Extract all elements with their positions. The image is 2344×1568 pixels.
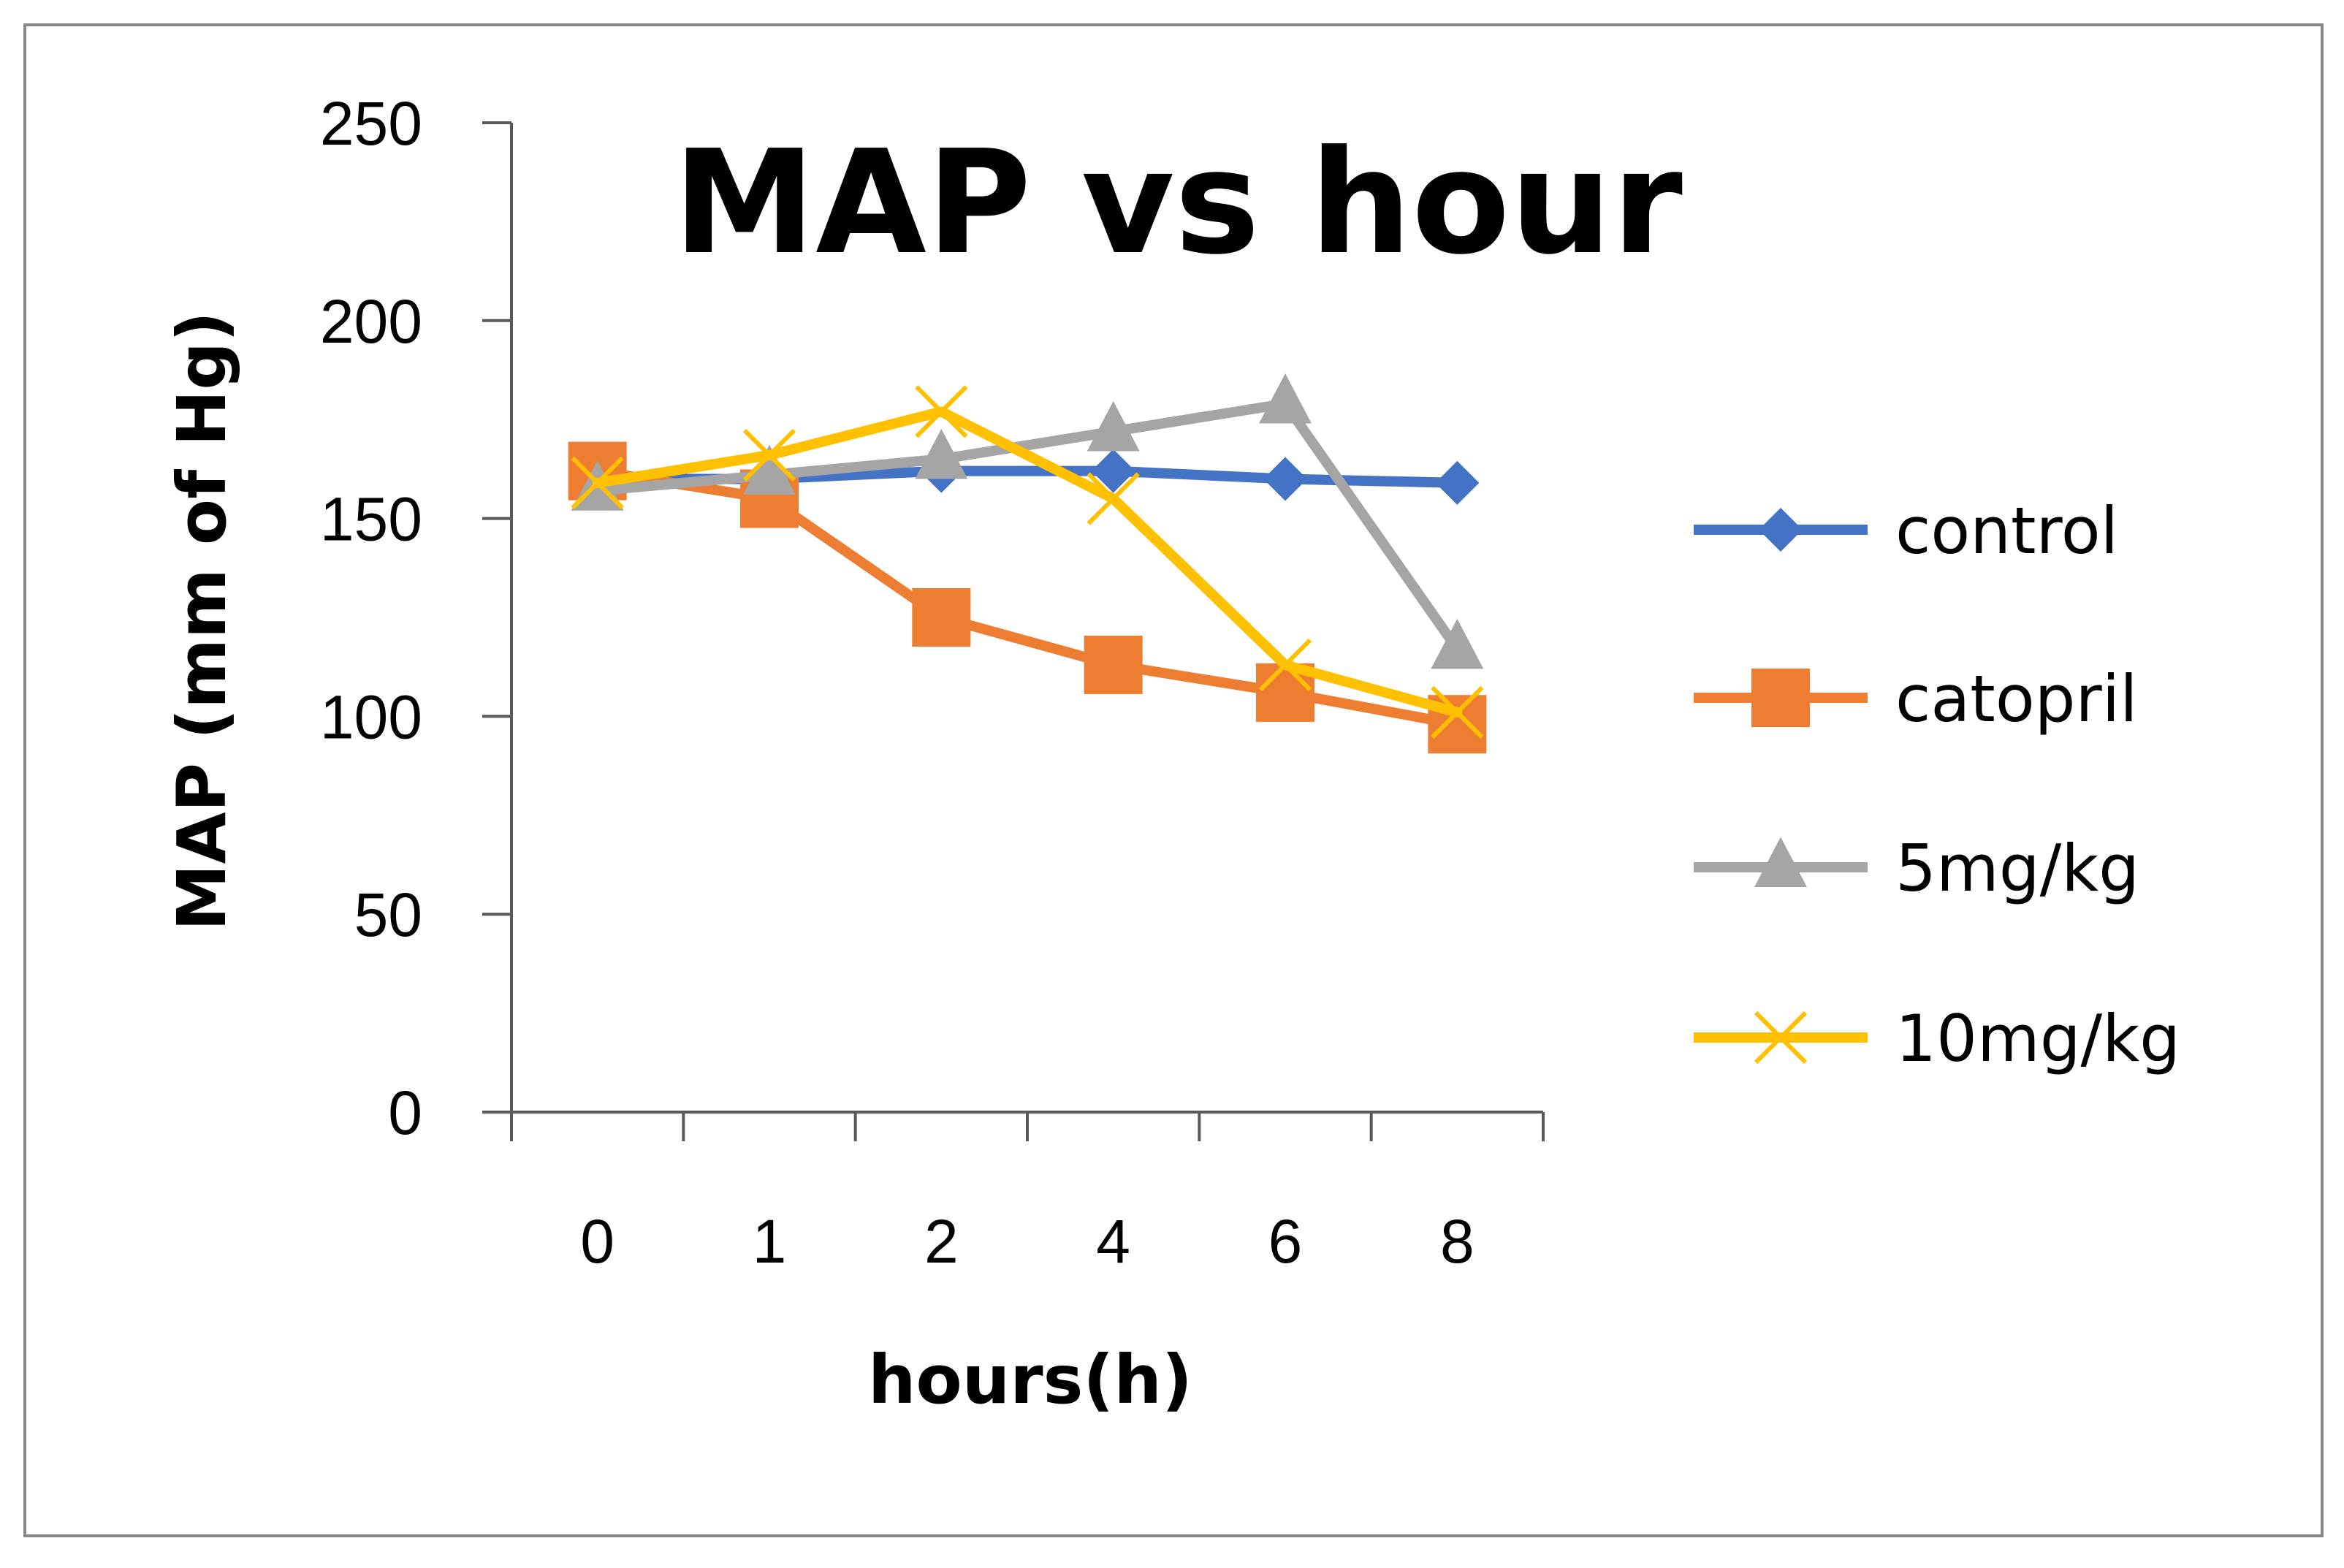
data-point-10mg-kg bbox=[571, 456, 624, 509]
axes bbox=[482, 121, 1545, 1141]
data-point-10mg-kg bbox=[1087, 472, 1140, 525]
data-point-5mg-kg bbox=[915, 428, 968, 479]
series-line-catopril bbox=[592, 465, 1463, 730]
x-tick-label: 8 bbox=[1440, 1207, 1474, 1276]
y-tick-label: 100 bbox=[320, 682, 422, 751]
chart-title: MAP vs hour bbox=[673, 120, 1683, 286]
x-axis-title: hours(h) bbox=[868, 1341, 1192, 1419]
y-tick-label: 250 bbox=[320, 89, 422, 158]
data-point-5mg-kg bbox=[1431, 618, 1484, 669]
x-tick-label: 4 bbox=[1096, 1207, 1130, 1276]
series-line-10mg-kg bbox=[592, 406, 1463, 718]
legend: control catopril 5mg/kg 10mg/kg bbox=[1694, 493, 2180, 1076]
legend-label: control bbox=[1895, 493, 2118, 568]
y-tick-label: 150 bbox=[320, 485, 422, 554]
data-point-10mg-kg bbox=[742, 428, 796, 482]
legend-item-catopril: catopril bbox=[1694, 661, 2138, 737]
data-point-5mg-kg bbox=[1087, 401, 1140, 452]
series-line-5mg-kg bbox=[592, 398, 1463, 655]
data-point-control bbox=[1435, 460, 1480, 505]
legend-label: 5mg/kg bbox=[1895, 831, 2139, 906]
series-layer bbox=[568, 373, 1487, 754]
data-point-10mg-kg bbox=[1431, 685, 1484, 739]
legend-item-5mg-kg: 5mg/kg bbox=[1694, 831, 2139, 906]
data-point-5mg-kg bbox=[743, 444, 796, 495]
data-point-5mg-kg bbox=[1259, 373, 1312, 424]
legend-marker bbox=[1751, 669, 1810, 727]
data-point-10mg-kg bbox=[915, 385, 968, 438]
series-catopril bbox=[568, 441, 1487, 754]
y-tick-label: 0 bbox=[388, 1078, 422, 1147]
y-axis-title: MAP (mm of Hg) bbox=[163, 311, 241, 931]
x-tick-label: 2 bbox=[924, 1207, 959, 1276]
data-point-10mg-kg bbox=[1258, 638, 1312, 692]
data-point-catopril bbox=[912, 588, 971, 647]
data-point-control bbox=[1091, 449, 1135, 493]
chart-frame bbox=[23, 23, 2324, 1537]
y-tick-label: 200 bbox=[320, 287, 422, 356]
legend-item-control: control bbox=[1694, 493, 2118, 568]
series-5mg-kg bbox=[571, 373, 1484, 669]
data-point-catopril bbox=[1084, 635, 1143, 694]
legend-marker bbox=[1754, 1011, 1808, 1065]
x-tick-label: 6 bbox=[1268, 1207, 1303, 1276]
legend-marker bbox=[1754, 837, 1807, 887]
legend-item-10mg-kg: 10mg/kg bbox=[1694, 1001, 2180, 1076]
y-tick-label: 50 bbox=[354, 880, 422, 949]
series-10mg-kg bbox=[571, 385, 1484, 739]
x-tick-label: 1 bbox=[753, 1207, 787, 1276]
x-tick-label: 0 bbox=[580, 1207, 614, 1276]
y-axis-tick-labels: 0 50 100 150 200 250 bbox=[320, 89, 422, 1147]
x-axis-tick-labels: 0 1 2 4 6 8 bbox=[580, 1207, 1474, 1276]
legend-label: 10mg/kg bbox=[1895, 1001, 2180, 1076]
legend-label: catopril bbox=[1895, 661, 2138, 737]
data-point-control bbox=[1263, 457, 1307, 501]
legend-marker bbox=[1759, 508, 1803, 552]
